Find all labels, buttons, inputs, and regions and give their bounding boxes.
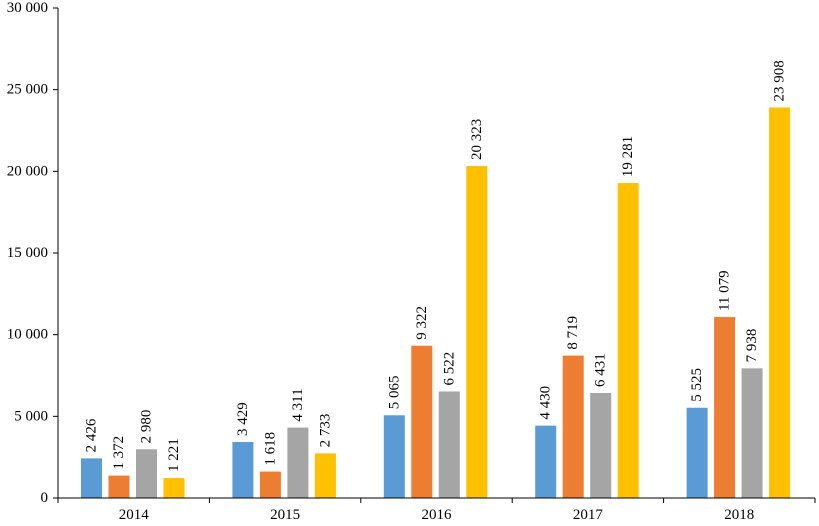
bar [383, 415, 405, 498]
data-label: 23 908 [772, 60, 788, 101]
bar-series-group [81, 107, 791, 498]
y-tick-label: 15 000 [7, 245, 48, 261]
y-tick-label: 30 000 [7, 0, 48, 16]
data-label: 8 719 [565, 316, 581, 350]
bar [714, 317, 736, 498]
data-label: 2 733 [317, 414, 333, 448]
x-tick-label: 2017 [573, 507, 604, 523]
x-tick-label: 2015 [270, 507, 300, 523]
x-tick-label: 2018 [724, 507, 754, 523]
bar [163, 478, 185, 498]
y-tick-label: 0 [41, 490, 49, 506]
bar [287, 427, 309, 498]
bar [741, 368, 763, 498]
y-tick-label: 20 000 [7, 163, 48, 179]
x-tick-label: 2014 [119, 507, 150, 523]
y-tick-label: 10 000 [7, 327, 48, 343]
bar [136, 449, 157, 498]
bar [590, 392, 612, 498]
y-tick-label: 5 000 [14, 408, 48, 424]
bar [438, 391, 460, 498]
data-label: 1 618 [262, 432, 278, 466]
data-label: 1 372 [111, 436, 127, 470]
data-label: 11 079 [717, 270, 733, 311]
bar [259, 471, 281, 498]
bar [686, 407, 708, 498]
data-label: 5 525 [689, 368, 705, 402]
bar [562, 355, 584, 498]
data-label: 7 938 [744, 329, 760, 363]
data-labels-group: 2 426 1 372 2 980 1 221 3 429 1 618 4 311 2 733… [84, 60, 788, 472]
bar [232, 441, 254, 498]
x-tick-label: 2016 [422, 507, 453, 523]
bar [617, 183, 639, 498]
data-label: 3 429 [235, 402, 251, 436]
data-label: 4 430 [538, 386, 554, 420]
y-axis: 0 5 000 10 000 15 000 20 000 25 000 30 000 [7, 0, 58, 506]
data-label: 5 065 [386, 376, 402, 410]
data-label: 1 221 [166, 438, 182, 472]
data-label: 19 281 [620, 136, 636, 177]
data-label: 4 311 [290, 388, 306, 421]
bar [81, 458, 102, 498]
x-axis: 2014 2015 2016 2017 2018 [57, 498, 816, 523]
data-label: 2 980 [139, 410, 155, 444]
data-label: 9 322 [414, 306, 430, 340]
y-tick-label: 25 000 [7, 82, 48, 98]
data-label: 2 426 [84, 418, 100, 452]
data-label: 6 522 [441, 352, 457, 386]
bar [769, 107, 791, 498]
data-label: 6 431 [593, 353, 609, 387]
bar [535, 425, 557, 498]
data-label: 20 323 [469, 119, 485, 160]
bar [466, 166, 488, 498]
bar [314, 453, 336, 498]
bar [108, 475, 130, 498]
bar [411, 345, 433, 498]
